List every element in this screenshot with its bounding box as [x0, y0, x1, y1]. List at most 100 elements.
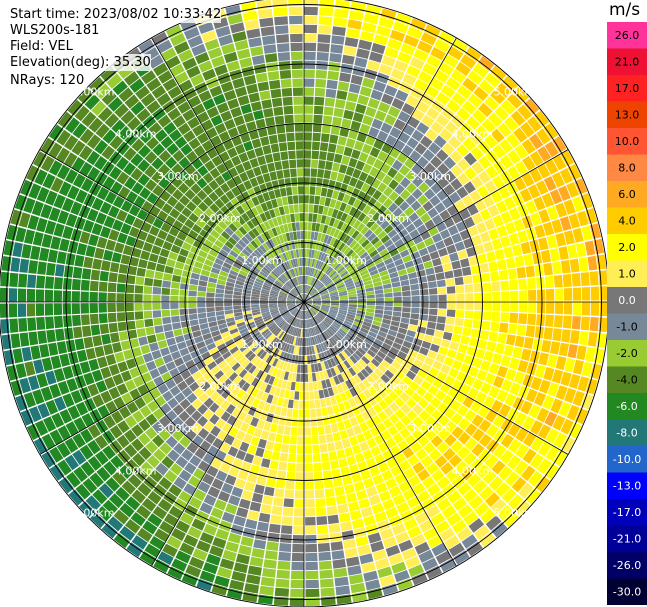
velocity-gate [165, 422, 178, 435]
velocity-gate [344, 225, 352, 235]
velocity-gate [365, 287, 374, 292]
velocity-gate [273, 315, 282, 322]
velocity-gate [349, 268, 358, 275]
velocity-gate [368, 396, 378, 407]
velocity-gate [238, 226, 248, 236]
velocity-gate [383, 406, 394, 417]
velocity-gate [298, 346, 302, 355]
velocity-gate [427, 535, 443, 549]
velocity-gate [318, 353, 324, 362]
velocity-gate [256, 348, 265, 358]
velocity-gate [75, 483, 91, 500]
velocity-gate [172, 189, 184, 201]
velocity-gate [243, 74, 257, 86]
velocity-gate [479, 532, 496, 548]
velocity-gate [131, 535, 148, 550]
velocity-gate [379, 326, 389, 334]
velocity-gate [491, 498, 507, 514]
velocity-gate [326, 256, 333, 265]
velocity-gate [282, 96, 293, 106]
velocity-gate [107, 312, 117, 323]
velocity-gate [353, 384, 363, 395]
velocity-gate [180, 276, 190, 284]
velocity-gate [45, 190, 58, 206]
velocity-gate [74, 338, 85, 351]
velocity-gate [323, 331, 330, 339]
velocity-gate [315, 335, 320, 344]
velocity-gate [299, 391, 304, 400]
velocity-gate [308, 373, 313, 382]
velocity-gate [282, 311, 290, 318]
velocity-gate [359, 441, 370, 452]
velocity-gate [319, 7, 334, 17]
velocity-gate [247, 510, 260, 521]
velocity-gate [387, 329, 398, 337]
velocity-gate [471, 212, 484, 225]
velocity-gate [345, 318, 354, 324]
velocity-gate [352, 242, 361, 251]
velocity-gate [147, 513, 163, 527]
velocity-gate [449, 150, 463, 164]
velocity-gate [439, 229, 451, 240]
velocity-gate [315, 315, 322, 323]
velocity-gate [239, 252, 248, 260]
velocity-gate [438, 61, 454, 76]
velocity-gate [374, 285, 383, 291]
velocity-gate [447, 225, 459, 236]
velocity-gate [401, 234, 412, 244]
velocity-gate [127, 265, 138, 276]
velocity-gate [168, 251, 179, 261]
velocity-gate [266, 262, 274, 271]
velocity-gate [324, 97, 336, 107]
velocity-gate [204, 259, 214, 267]
velocity-gate [416, 269, 426, 278]
velocity-gate [344, 389, 353, 400]
velocity-gate [287, 223, 293, 232]
velocity-gate [409, 318, 419, 326]
velocity-gate [217, 279, 226, 286]
velocity-gate [367, 349, 376, 358]
velocity-gate [333, 153, 343, 164]
velocity-gate [260, 256, 268, 264]
velocity-gate [101, 523, 118, 539]
velocity-gate [304, 294, 307, 302]
velocity-gate [240, 1, 257, 13]
velocity-gate [171, 315, 180, 323]
velocity-gate [377, 101, 391, 114]
velocity-gate [252, 288, 261, 293]
velocity-gate [384, 302, 393, 307]
velocity-gate [197, 460, 210, 473]
velocity-gate [289, 390, 295, 400]
velocity-gate [162, 241, 173, 251]
velocity-gate [387, 229, 398, 239]
velocity-gate [397, 381, 408, 391]
velocity-gate [451, 426, 464, 439]
velocity-gate [293, 288, 299, 295]
velocity-gate [320, 133, 330, 143]
velocity-gate [362, 321, 372, 328]
velocity-gate [187, 116, 200, 129]
velocity-gate [57, 210, 69, 225]
velocity-gate [277, 52, 291, 62]
velocity-gate [491, 311, 501, 322]
velocity-gate [224, 309, 234, 315]
velocity-gate [262, 342, 271, 351]
velocity-gate [322, 416, 330, 426]
velocity-gate [253, 283, 262, 289]
velocity-gate [56, 164, 71, 180]
velocity-gate [357, 295, 366, 299]
velocity-gate [394, 452, 407, 464]
velocity-gate [294, 114, 304, 123]
velocity-gate [406, 137, 419, 149]
velocity-gate [149, 536, 165, 550]
velocity-gate [195, 234, 206, 244]
velocity-gate [233, 515, 246, 527]
velocity-gate [518, 278, 528, 290]
velocity-gate [64, 169, 78, 184]
velocity-gate [346, 455, 357, 466]
velocity-gate [197, 307, 206, 314]
velocity-gate [292, 278, 297, 286]
velocity-gate [535, 476, 551, 493]
velocity-gate [559, 216, 572, 231]
velocity-gate [366, 486, 378, 498]
